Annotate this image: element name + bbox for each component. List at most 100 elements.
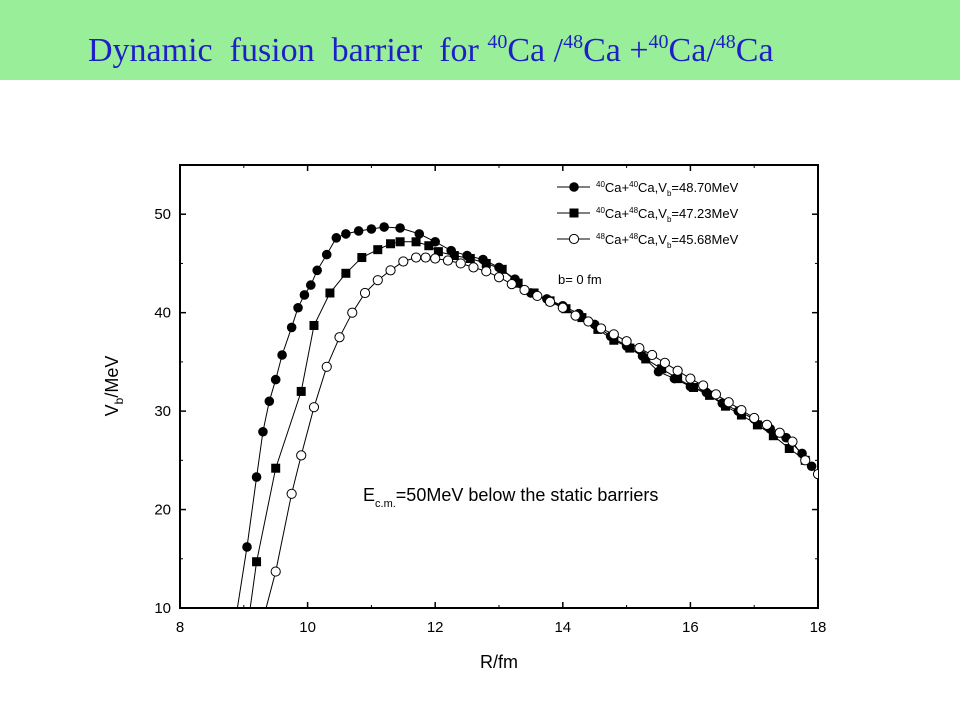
series-2-point xyxy=(373,245,383,255)
legend: 40Ca+40Ca,Vb=48.70MeV40Ca+48Ca,Vb=47.23M… xyxy=(557,180,739,250)
title-text-3: Ca + xyxy=(583,32,649,69)
series-2-point xyxy=(625,343,635,353)
series-3-point xyxy=(685,373,696,384)
y-tick-label: 40 xyxy=(154,305,171,322)
series-2-point xyxy=(357,253,367,263)
series-3-point xyxy=(698,380,709,391)
series-1-point xyxy=(341,229,351,239)
series-3-point xyxy=(557,302,568,313)
y-tick-label: 10 xyxy=(154,600,171,617)
series-2-point xyxy=(673,374,683,384)
x-tick-label: 14 xyxy=(554,619,571,636)
x-axis-label: R/fm xyxy=(480,652,518,672)
legend-text-part: 40 xyxy=(596,206,605,215)
series-1-point xyxy=(414,229,425,239)
series-3-point xyxy=(659,357,670,368)
title-banner xyxy=(0,0,960,80)
series-2-point xyxy=(341,268,351,278)
series-3-point xyxy=(481,266,492,277)
series-2-point xyxy=(252,557,262,567)
legend-text-part: Ca,V xyxy=(638,206,667,221)
series-3-point xyxy=(570,310,581,321)
series-3-point xyxy=(455,258,466,269)
series-2-point xyxy=(465,254,475,264)
title-text-2: Ca / xyxy=(507,32,564,69)
series-1-point xyxy=(321,249,332,260)
x-tick-label: 12 xyxy=(427,619,444,636)
series-2-point xyxy=(705,390,715,400)
annotation-rest: =50MeV below the static barriers xyxy=(396,485,659,505)
series-2-point xyxy=(641,354,651,364)
y-tick-label: 30 xyxy=(154,403,171,420)
series-3-point xyxy=(519,284,530,296)
series-3-point xyxy=(493,272,505,283)
series-1-point xyxy=(251,472,262,482)
series-3-point xyxy=(430,253,441,264)
series-3-point xyxy=(334,332,345,343)
series-3-point xyxy=(442,255,454,266)
series-2-point xyxy=(481,258,491,268)
series-3-point xyxy=(647,349,658,361)
legend-text-part: Ca+ xyxy=(605,180,629,195)
y-axis-label: Vb/MeV xyxy=(102,356,126,417)
series-2-point xyxy=(609,335,619,345)
series-2-point xyxy=(768,431,778,441)
series-2-point xyxy=(657,364,667,374)
legend-text-part: b xyxy=(667,215,672,224)
legend-text-part: =47.23MeV xyxy=(671,206,738,221)
series-2-point xyxy=(424,241,434,251)
series-2-point xyxy=(784,444,794,454)
series-1-point xyxy=(270,374,281,385)
series-1-point xyxy=(353,226,364,236)
series-2-point xyxy=(433,247,443,257)
series-3-point xyxy=(761,419,773,430)
legend-text-part: Ca,V xyxy=(638,232,667,247)
series-3-point xyxy=(308,402,320,413)
series-3-point xyxy=(595,323,607,334)
legend-text-part: Ca+ xyxy=(605,206,629,221)
series-2-point xyxy=(752,420,762,430)
series-3-point xyxy=(359,287,371,299)
series-3-point xyxy=(774,427,785,438)
y-tick-label: 20 xyxy=(154,502,171,519)
title-text-4: Ca/ xyxy=(668,32,716,69)
series-3-point xyxy=(736,405,747,416)
energy-annotation: Ec.m.=50MeV below the static barriers xyxy=(363,485,658,510)
legend-text-part: Ca+ xyxy=(605,232,629,247)
series-1-point xyxy=(305,280,316,290)
annotation-main: E xyxy=(363,485,375,505)
series-2-point xyxy=(395,237,405,247)
series-3-point xyxy=(634,343,645,354)
series-2-point xyxy=(296,386,306,396)
legend-text-part: 48 xyxy=(596,232,605,241)
title-mass-4: 48 xyxy=(715,31,736,53)
series-2-point xyxy=(577,313,587,323)
legend-text-part: =45.68MeV xyxy=(671,232,738,247)
x-tick-label: 8 xyxy=(176,619,184,636)
series-1-point xyxy=(242,542,252,552)
series-1-point xyxy=(293,302,303,313)
y-axis-label-unit: /MeV xyxy=(102,356,122,398)
legend-text-part: Ca,V xyxy=(638,180,667,195)
series-3-point xyxy=(812,469,818,480)
series-2-point xyxy=(386,239,396,249)
series-3-point xyxy=(800,455,811,466)
legend-marker xyxy=(569,182,579,192)
legend-marker xyxy=(569,208,579,218)
series-3-point xyxy=(270,566,281,577)
x-tick-label: 10 xyxy=(299,619,316,636)
series-3-point xyxy=(398,256,409,267)
series-3-point xyxy=(749,412,760,424)
series-3-point xyxy=(286,488,297,499)
series-3-point xyxy=(506,279,517,290)
legend-text-part: 48 xyxy=(629,232,638,241)
series-2-point xyxy=(449,251,459,261)
series-1-point xyxy=(366,224,377,234)
legend-text-part: 48 xyxy=(629,206,638,215)
legend-text-part: 40 xyxy=(596,180,605,189)
series-1-point xyxy=(312,265,322,276)
legend-impact-note: b= 0 fm xyxy=(558,272,602,287)
x-tick-label: 18 xyxy=(810,619,827,636)
series-3-point xyxy=(372,275,383,286)
